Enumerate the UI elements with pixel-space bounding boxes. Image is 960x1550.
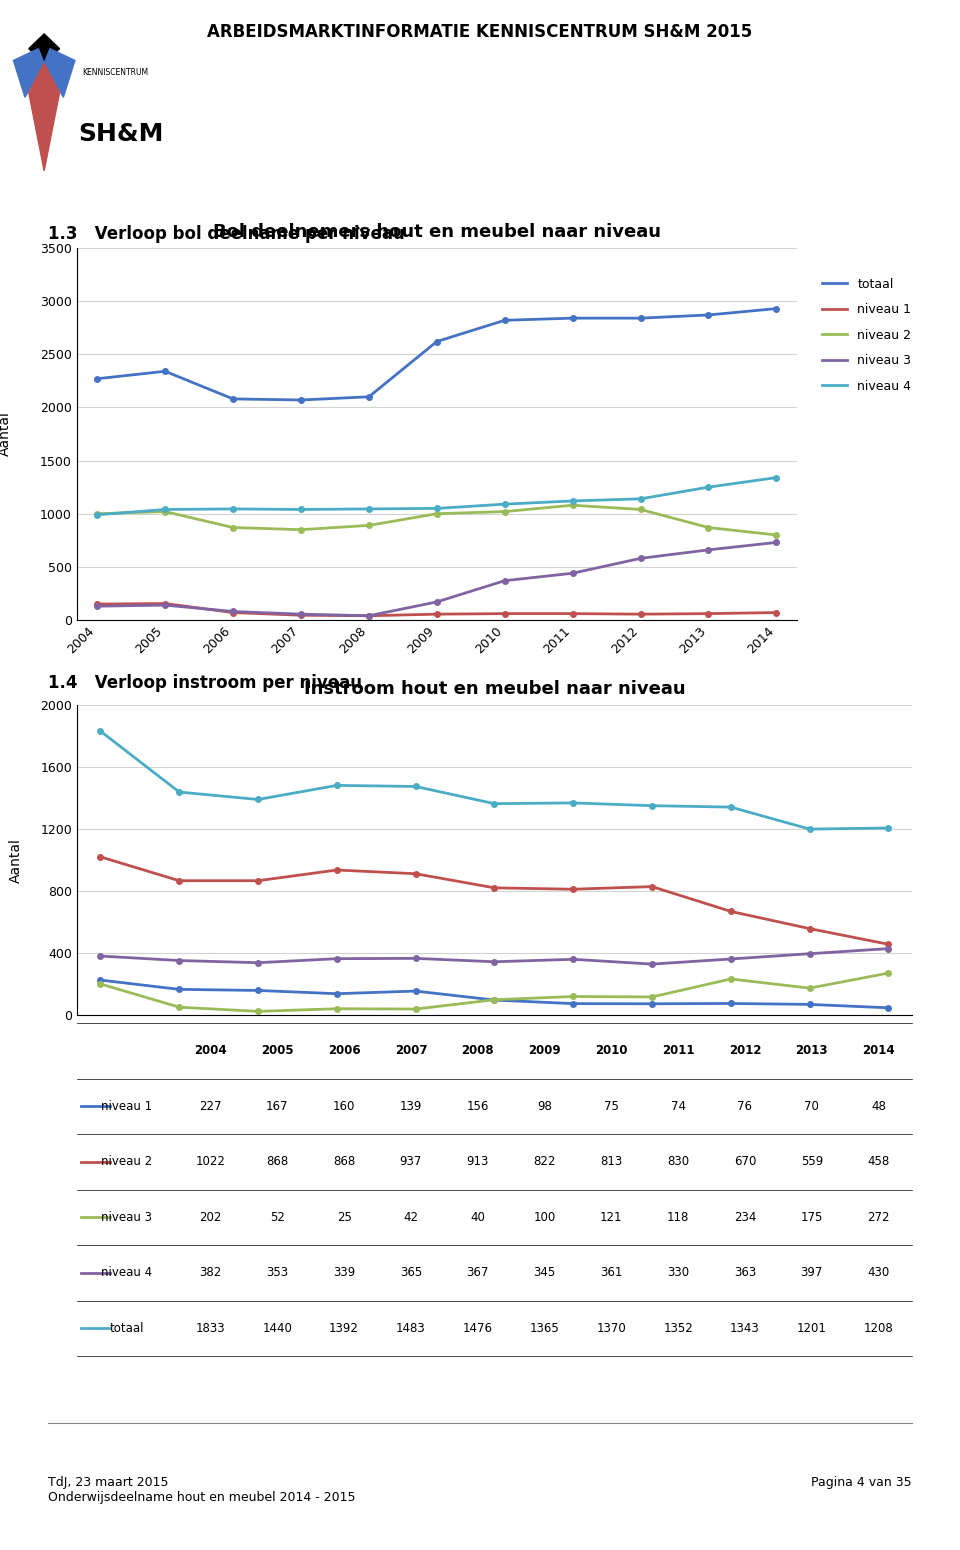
- Text: 1365: 1365: [530, 1322, 560, 1335]
- Text: 382: 382: [200, 1266, 222, 1279]
- Text: 2008: 2008: [462, 1045, 494, 1057]
- Text: 1476: 1476: [463, 1322, 492, 1335]
- Text: 830: 830: [667, 1155, 689, 1169]
- Text: 1201: 1201: [797, 1322, 827, 1335]
- Polygon shape: [13, 48, 44, 98]
- Text: 937: 937: [399, 1155, 422, 1169]
- Text: 1483: 1483: [396, 1322, 425, 1335]
- Text: niveau 2: niveau 2: [102, 1155, 153, 1169]
- Text: 2011: 2011: [661, 1045, 694, 1057]
- Text: 1833: 1833: [196, 1322, 226, 1335]
- Text: 227: 227: [199, 1100, 222, 1113]
- Text: 339: 339: [333, 1266, 355, 1279]
- Polygon shape: [29, 64, 60, 170]
- Text: 234: 234: [733, 1211, 756, 1224]
- Text: 1343: 1343: [731, 1322, 759, 1335]
- Text: 2010: 2010: [595, 1045, 628, 1057]
- Text: niveau 4: niveau 4: [102, 1266, 153, 1279]
- Text: 48: 48: [871, 1100, 886, 1113]
- Text: 2012: 2012: [729, 1045, 761, 1057]
- Text: 202: 202: [200, 1211, 222, 1224]
- Text: 2009: 2009: [528, 1045, 561, 1057]
- Text: 40: 40: [470, 1211, 485, 1224]
- Text: KENNISCENTRUM: KENNISCENTRUM: [83, 68, 149, 78]
- Text: SH&M: SH&M: [79, 122, 164, 146]
- Text: 42: 42: [403, 1211, 419, 1224]
- Text: 345: 345: [534, 1266, 556, 1279]
- Text: totaal: totaal: [109, 1322, 144, 1335]
- Text: TdJ, 23 maart 2015
Onderwijsdeelname hout en meubel 2014 - 2015: TdJ, 23 maart 2015 Onderwijsdeelname hou…: [48, 1476, 355, 1504]
- Text: niveau 1: niveau 1: [102, 1100, 153, 1113]
- Text: 330: 330: [667, 1266, 689, 1279]
- Text: niveau 3: niveau 3: [102, 1211, 153, 1224]
- Text: 167: 167: [266, 1100, 289, 1113]
- Text: 365: 365: [399, 1266, 422, 1279]
- Text: 670: 670: [733, 1155, 756, 1169]
- Text: 397: 397: [801, 1266, 823, 1279]
- Text: 361: 361: [600, 1266, 622, 1279]
- Legend: totaal, niveau 1, niveau 2, niveau 3, niveau 4: totaal, niveau 1, niveau 2, niveau 3, ni…: [818, 273, 917, 398]
- Text: 868: 868: [333, 1155, 355, 1169]
- Polygon shape: [44, 48, 75, 98]
- Text: 1352: 1352: [663, 1322, 693, 1335]
- Text: 1.3   Verloop bol deelname per niveau: 1.3 Verloop bol deelname per niveau: [48, 225, 405, 243]
- Text: 2007: 2007: [395, 1045, 427, 1057]
- Text: 76: 76: [737, 1100, 753, 1113]
- Text: 2013: 2013: [796, 1045, 828, 1057]
- Polygon shape: [29, 34, 60, 64]
- Text: 1022: 1022: [196, 1155, 226, 1169]
- Text: 156: 156: [467, 1100, 489, 1113]
- Text: 74: 74: [671, 1100, 685, 1113]
- Text: 367: 367: [467, 1266, 489, 1279]
- Text: 25: 25: [337, 1211, 351, 1224]
- Text: 2004: 2004: [194, 1045, 227, 1057]
- Text: 822: 822: [534, 1155, 556, 1169]
- Text: 363: 363: [733, 1266, 756, 1279]
- Text: 1208: 1208: [864, 1322, 894, 1335]
- Text: 430: 430: [868, 1266, 890, 1279]
- Title: Bol deelnemers hout en meubel naar niveau: Bol deelnemers hout en meubel naar nivea…: [213, 223, 660, 240]
- Text: 75: 75: [604, 1100, 619, 1113]
- Text: 1392: 1392: [329, 1322, 359, 1335]
- Y-axis label: Aantal: Aantal: [0, 412, 12, 456]
- Text: ARBEIDSMARKTINFORMATIE KENNISCENTRUM SH&M 2015: ARBEIDSMARKTINFORMATIE KENNISCENTRUM SH&…: [207, 23, 753, 42]
- Text: 121: 121: [600, 1211, 623, 1224]
- Text: 353: 353: [266, 1266, 288, 1279]
- Y-axis label: Aantal: Aantal: [9, 839, 22, 882]
- Text: 559: 559: [801, 1155, 823, 1169]
- Text: 2005: 2005: [261, 1045, 294, 1057]
- Text: 175: 175: [801, 1211, 823, 1224]
- Text: 100: 100: [534, 1211, 556, 1224]
- Text: 52: 52: [270, 1211, 285, 1224]
- Text: 98: 98: [537, 1100, 552, 1113]
- Text: 1.4   Verloop instroom per niveau: 1.4 Verloop instroom per niveau: [48, 674, 362, 693]
- Text: 458: 458: [868, 1155, 890, 1169]
- Text: 868: 868: [266, 1155, 288, 1169]
- Text: 139: 139: [399, 1100, 422, 1113]
- Text: 160: 160: [333, 1100, 355, 1113]
- Text: 272: 272: [867, 1211, 890, 1224]
- Text: 1370: 1370: [596, 1322, 626, 1335]
- Text: 118: 118: [667, 1211, 689, 1224]
- Text: 1440: 1440: [262, 1322, 292, 1335]
- Text: Pagina 4 van 35: Pagina 4 van 35: [811, 1476, 912, 1488]
- Text: 70: 70: [804, 1100, 819, 1113]
- Title: Instroom hout en meubel naar niveau: Instroom hout en meubel naar niveau: [303, 680, 685, 698]
- Text: 813: 813: [600, 1155, 622, 1169]
- Text: 913: 913: [467, 1155, 489, 1169]
- Text: 2006: 2006: [327, 1045, 360, 1057]
- Text: 2014: 2014: [862, 1045, 895, 1057]
